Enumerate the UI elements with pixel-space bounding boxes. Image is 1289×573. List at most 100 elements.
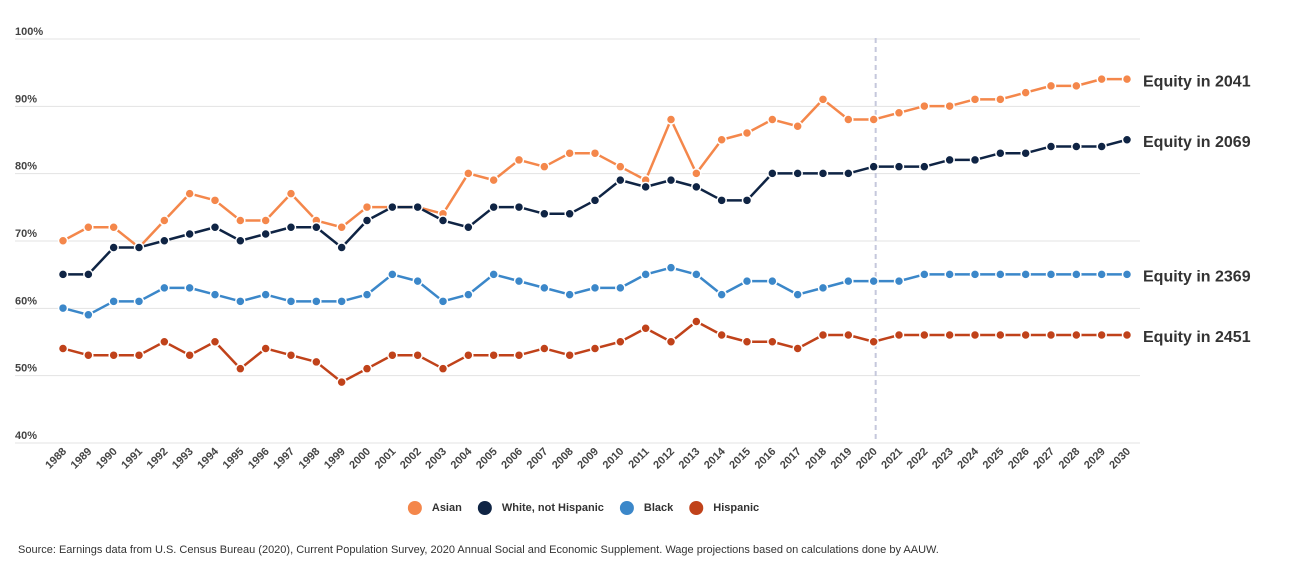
y-tick-label: 80%	[15, 161, 37, 173]
data-point	[691, 181, 702, 193]
x-tick-label: 2006	[499, 446, 525, 472]
data-point	[716, 134, 727, 145]
data-point	[209, 289, 221, 300]
data-point	[843, 329, 854, 341]
data-point	[361, 215, 373, 226]
x-tick-label: 2023	[930, 446, 956, 472]
data-point	[868, 161, 879, 172]
data-point	[83, 309, 94, 321]
data-point	[209, 195, 221, 206]
data-point	[184, 188, 195, 199]
x-tick-label: 1989	[69, 446, 95, 472]
data-point	[361, 201, 373, 213]
legend-label: Hispanic	[713, 502, 759, 514]
x-tick-label: 2021	[879, 446, 905, 472]
data-point	[513, 349, 525, 361]
data-point	[691, 316, 702, 327]
data-point	[1045, 269, 1057, 280]
data-point	[285, 188, 297, 199]
x-tick-label: 2015	[727, 446, 753, 472]
data-point	[235, 235, 246, 246]
data-point	[995, 329, 1006, 341]
data-point	[995, 94, 1006, 105]
legend-marker	[619, 501, 634, 515]
x-tick-label: 2010	[601, 446, 627, 472]
data-point	[1096, 269, 1107, 280]
data-point	[868, 275, 879, 287]
data-point	[1020, 329, 1031, 341]
x-tick-label: 2030	[1107, 446, 1133, 472]
data-point	[615, 336, 626, 347]
data-point	[336, 222, 347, 233]
x-tick-label: 2008	[550, 446, 576, 472]
data-point	[691, 168, 702, 179]
data-point	[83, 269, 94, 280]
data-point	[1020, 87, 1031, 98]
data-point	[463, 222, 474, 233]
x-tick-label: 1988	[43, 446, 69, 472]
data-point	[1121, 329, 1133, 341]
data-point	[741, 275, 753, 287]
x-tick-label: 2016	[753, 446, 779, 472]
x-tick-label: 2005	[474, 446, 500, 472]
data-point	[209, 336, 221, 347]
x-tick-label: 1998	[297, 446, 323, 472]
data-point	[944, 154, 955, 166]
data-point	[260, 215, 271, 226]
y-tick-label: 40%	[15, 430, 37, 442]
data-point	[969, 329, 981, 341]
data-point	[919, 100, 930, 112]
data-point	[665, 262, 677, 273]
y-tick-label: 50%	[15, 363, 37, 375]
x-tick-label: 2014	[702, 445, 728, 471]
data-point	[412, 349, 423, 361]
x-tick-label: 2007	[525, 446, 551, 472]
data-point	[741, 195, 753, 206]
data-point	[513, 154, 525, 166]
data-point	[1071, 269, 1082, 280]
x-tick-label: 2009	[575, 446, 601, 472]
x-tick-label: 2020	[854, 446, 880, 472]
data-point	[1121, 269, 1133, 280]
data-point	[640, 269, 651, 280]
data-point	[412, 275, 423, 287]
data-point	[57, 235, 69, 246]
data-point	[919, 269, 930, 280]
data-point	[767, 168, 778, 179]
data-point	[108, 296, 119, 307]
data-point	[1045, 80, 1057, 92]
data-point	[539, 208, 550, 220]
series-annotation: Equity in 2041	[1143, 73, 1251, 90]
data-point	[159, 282, 170, 294]
data-point	[184, 349, 195, 361]
data-point	[741, 127, 753, 139]
legend-marker	[407, 501, 422, 515]
legend-label: White, not Hispanic	[502, 502, 604, 514]
data-point	[589, 343, 601, 354]
data-point	[817, 282, 829, 294]
data-point	[919, 329, 930, 341]
data-point	[513, 201, 525, 213]
data-point	[1096, 141, 1107, 152]
x-tick-label: 1996	[246, 446, 272, 472]
data-point	[893, 161, 905, 172]
x-tick-label: 1995	[221, 446, 247, 472]
data-point	[1020, 147, 1031, 159]
data-point	[57, 269, 69, 280]
data-point	[716, 329, 727, 341]
data-point	[843, 168, 854, 179]
data-point	[260, 343, 271, 354]
data-point	[159, 336, 170, 347]
x-tick-label: 1990	[94, 446, 120, 472]
data-point	[488, 201, 499, 213]
data-point	[463, 168, 474, 179]
data-point	[792, 121, 803, 132]
data-point	[767, 114, 778, 125]
data-point	[741, 336, 753, 347]
x-tick-label: 2022	[905, 446, 931, 472]
data-point	[336, 376, 347, 388]
data-point	[969, 94, 981, 105]
data-point	[539, 282, 550, 294]
data-point	[184, 282, 195, 294]
source-note: Source: Earnings data from U.S. Census B…	[18, 544, 939, 556]
